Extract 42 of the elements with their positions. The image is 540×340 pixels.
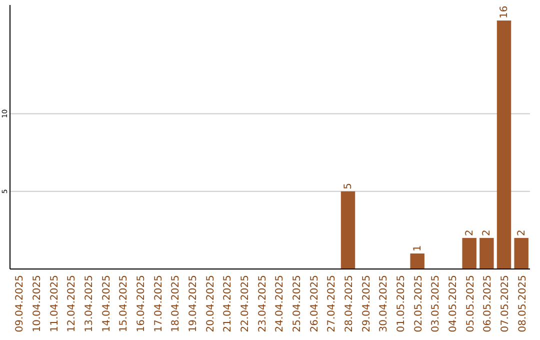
- x-tick-label: 25.04.2025: [292, 275, 303, 332]
- x-tick-label: 16.04.2025: [136, 275, 147, 332]
- x-tick-label: 02.05.2025: [413, 275, 424, 332]
- x-tick-label: 10.04.2025: [32, 275, 43, 332]
- data-label: 2: [516, 230, 528, 236]
- x-tick-label: 26.04.2025: [309, 275, 320, 332]
- x-tick-label: 15.04.2025: [118, 275, 130, 332]
- x-tick-label: 03.05.2025: [430, 275, 442, 332]
- x-tick-label: 09.04.2025: [14, 275, 26, 332]
- x-tick-label: 20.04.2025: [205, 275, 216, 332]
- x-tick-label: 28.04.2025: [344, 275, 355, 332]
- x-tick-label: 23.04.2025: [257, 275, 268, 332]
- x-tick-label: 12.04.2025: [66, 275, 78, 332]
- x-tick-label: 11.04.2025: [49, 275, 60, 332]
- bar: [340, 191, 356, 269]
- x-tick-label: 30.04.2025: [378, 275, 390, 332]
- x-tick-label: 24.04.2025: [274, 275, 286, 332]
- x-tick-label: 04.05.2025: [448, 275, 459, 332]
- x-tick-label: 01.05.2025: [396, 275, 407, 332]
- x-tick-label: 07.05.2025: [500, 275, 511, 332]
- data-label: 1: [412, 245, 424, 252]
- data-label: 5: [343, 182, 354, 190]
- x-tick-label: 14.04.2025: [101, 275, 112, 332]
- data-label: 2: [464, 230, 476, 236]
- bar: [480, 238, 494, 269]
- data-label: 16: [499, 6, 510, 19]
- x-tick-label: 18.04.2025: [170, 275, 182, 332]
- x-tick-label: 06.05.2025: [482, 275, 494, 332]
- bar: [496, 20, 512, 269]
- data-label: 2: [482, 230, 493, 236]
- x-tick-label: 22.04.2025: [240, 275, 251, 332]
- x-tick-label: 27.04.2025: [326, 275, 338, 332]
- x-tick-label: 05.05.2025: [465, 275, 476, 332]
- x-tick-label: 13.04.2025: [84, 275, 95, 332]
- bar: [514, 238, 528, 269]
- bar: [410, 253, 424, 269]
- x-tick-label: 17.04.2025: [153, 275, 164, 332]
- x-tick-label: 21.04.2025: [222, 275, 234, 332]
- x-tick-label: 08.05.2025: [517, 275, 528, 332]
- x-tick-label: 19.04.2025: [188, 275, 199, 332]
- x-tick-label: 29.04.2025: [361, 275, 372, 332]
- bar: [462, 238, 476, 269]
